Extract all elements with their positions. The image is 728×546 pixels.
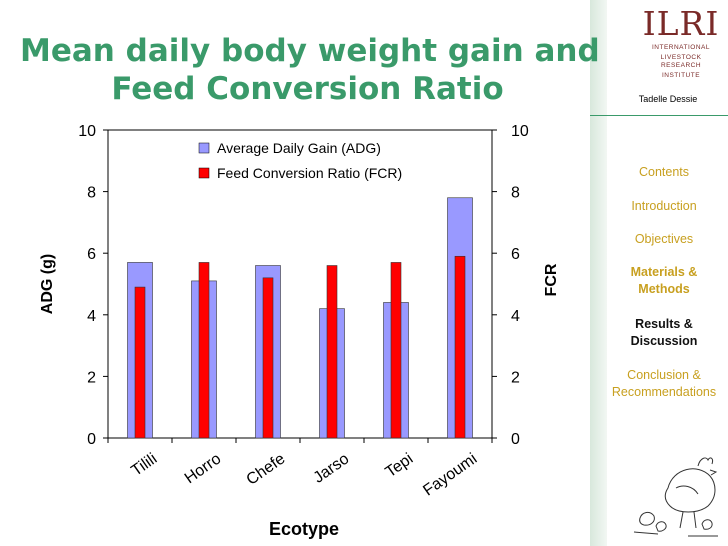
nav-introduction[interactable]: Introduction — [604, 198, 724, 215]
y-axis-label-left: ADG (g) — [39, 254, 56, 314]
bars-group — [127, 197, 473, 439]
slide-title-line2: Feed Conversion Ratio — [111, 71, 504, 107]
nav-conclusion-label1: Conclusion & — [627, 368, 701, 382]
nav-materials-label2: Methods — [638, 282, 690, 296]
y-left-tick-label: 0 — [87, 431, 96, 448]
fcr-bar — [134, 286, 146, 439]
legend-fcr-swatch — [198, 167, 210, 179]
nav-objectives[interactable]: Objectives — [604, 231, 724, 248]
y-right-axis: 0 2 4 6 8 10 — [492, 123, 529, 448]
y-left-tick-label: 10 — [78, 123, 96, 140]
author-name: Tadelle Dessie — [638, 94, 698, 104]
x-tick-labels: Tilili Horro Chefe Jarso Tepi Fayoumi — [128, 450, 480, 499]
logo-sub2: LIVESTOCK RESEARCH — [660, 54, 702, 69]
nav-contents[interactable]: Contents — [604, 164, 724, 181]
nav-results-label2: Discussion — [630, 334, 698, 348]
fcr-bar — [262, 277, 274, 439]
y-left-tick-label: 8 — [87, 185, 96, 202]
slide-title: Mean daily body weight gain and Feed Con… — [20, 32, 600, 108]
legend-adg-swatch — [198, 142, 210, 154]
logo-text: ILRI — [642, 4, 720, 43]
y-right-tick-label: 10 — [511, 123, 529, 140]
x-tick-label: Fayoumi — [420, 450, 480, 499]
logo-sub3: INSTITUTE — [661, 72, 701, 79]
slide-title-line1: Mean daily body weight gain and — [20, 33, 600, 69]
hen-chicks-illustration — [633, 457, 718, 537]
y-right-tick-label: 8 — [511, 185, 520, 202]
x-tick-label: Horro — [182, 450, 225, 487]
nav-results-label1: Results & — [635, 317, 693, 331]
nav-results-discussion[interactable]: Results & Discussion — [604, 316, 724, 350]
fcr-bar — [390, 262, 402, 439]
logo-sub1: INTERNATIONAL — [651, 44, 711, 51]
fcr-bar — [326, 265, 338, 439]
x-tick-label: Chefe — [244, 450, 289, 488]
ilri-logo: ILRI INTERNATIONAL LIVESTOCK RESEARCH IN… — [642, 6, 720, 80]
y-left-axis: 0 2 4 6 8 10 — [78, 123, 108, 448]
y-left-tick-label: 6 — [87, 246, 96, 263]
legend: Average Daily Gain (ADG) Feed Conversion… — [198, 140, 402, 181]
legend-adg-label: Average Daily Gain (ADG) — [217, 140, 381, 156]
plot-area — [107, 129, 493, 439]
x-tick-label: Tepi — [382, 450, 416, 481]
x-axis-label: Ecotype — [269, 519, 339, 539]
y-right-tick-label: 4 — [511, 308, 520, 325]
nav-materials-label1: Materials & — [630, 265, 698, 279]
y-right-tick-label: 6 — [511, 246, 520, 263]
y-left-tick-label: 4 — [87, 308, 96, 325]
y-right-tick-label: 2 — [511, 369, 520, 386]
nav-materials-methods[interactable]: Materials & Methods — [604, 264, 724, 298]
title-rule — [590, 115, 728, 116]
nav-introduction-label: Introduction — [631, 199, 697, 213]
x-axis — [107, 438, 493, 443]
sidebar-band — [590, 0, 607, 546]
x-tick-label: Tilili — [128, 450, 160, 479]
nav-contents-label: Contents — [638, 165, 690, 179]
x-tick-label: Jarso — [310, 450, 352, 486]
nav-objectives-label: Objectives — [634, 232, 694, 246]
fcr-bar — [454, 255, 466, 439]
nav-conclusion-label2: Recommendations — [611, 385, 717, 399]
legend-fcr-label: Feed Conversion Ratio (FCR) — [217, 165, 402, 181]
fcr-bar — [198, 262, 210, 439]
y-axis-label-right: FCR — [543, 263, 560, 296]
y-right-tick-label: 0 — [511, 431, 520, 448]
nav-conclusion-recommendations[interactable]: Conclusion & Recommendations — [604, 367, 724, 401]
chart: 0 2 4 6 8 10 0 2 4 6 8 10 Tilili Horro Chefe Jarso Tep… — [39, 123, 560, 539]
y-left-tick-label: 2 — [87, 369, 96, 386]
